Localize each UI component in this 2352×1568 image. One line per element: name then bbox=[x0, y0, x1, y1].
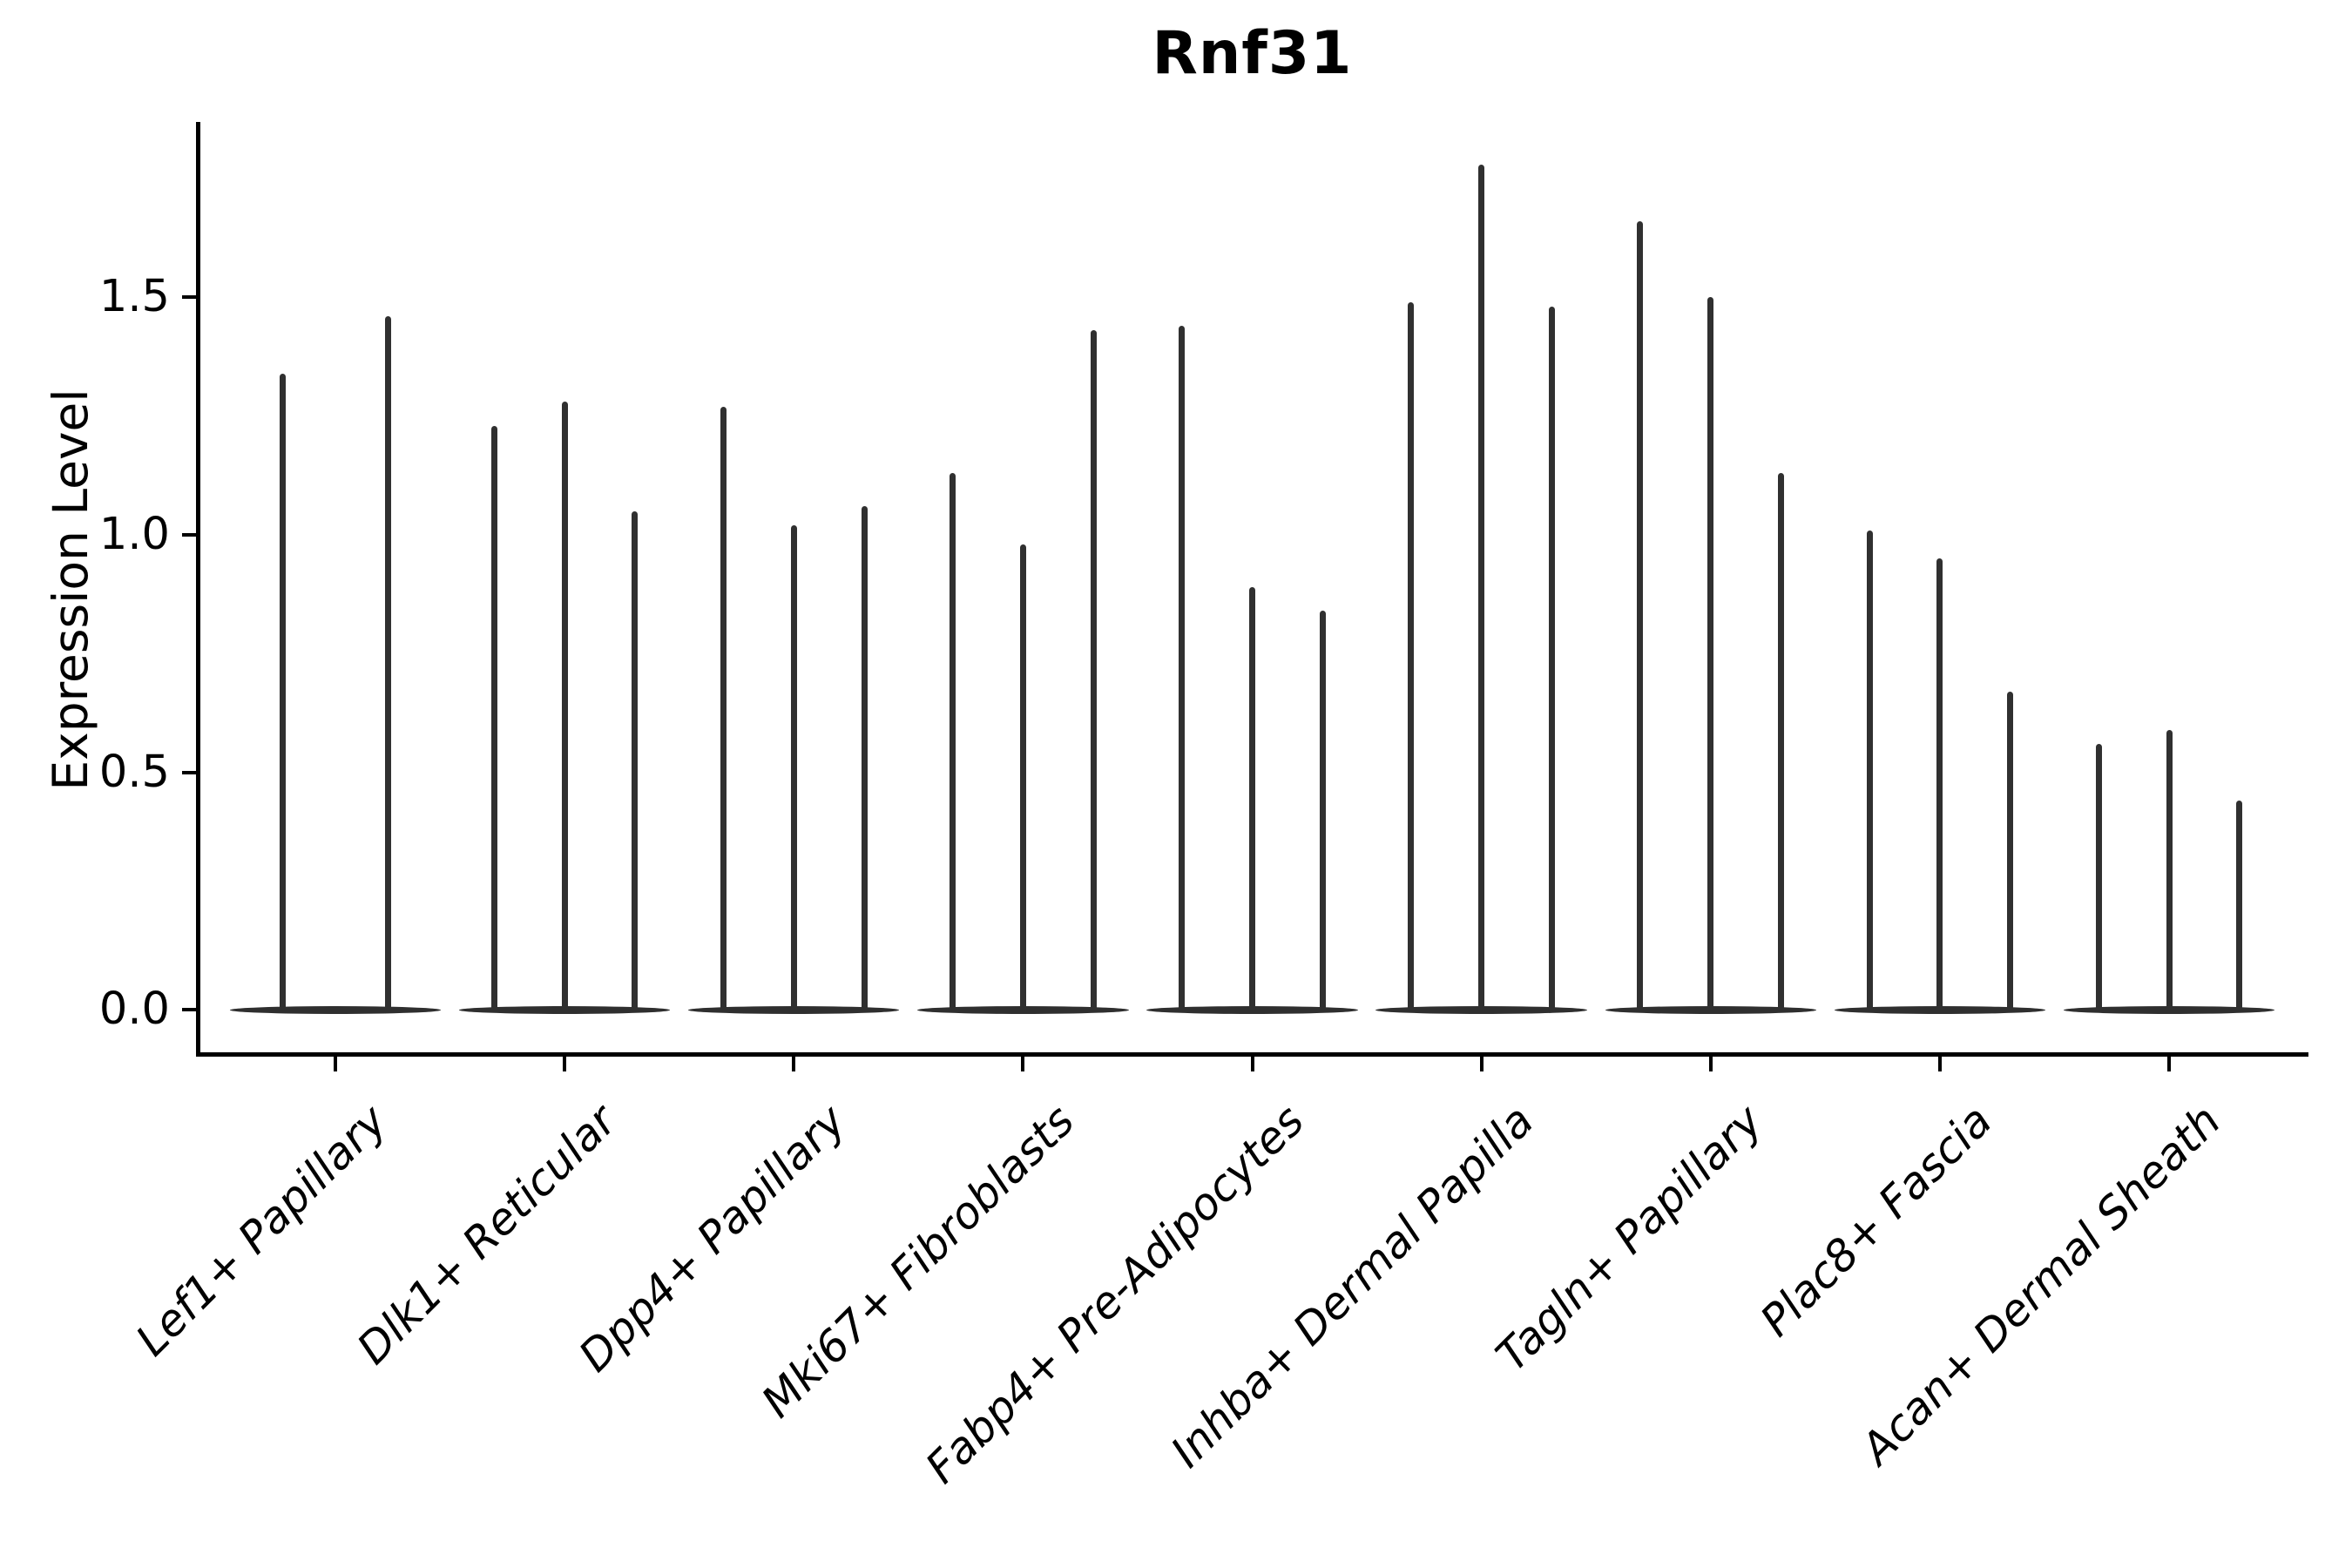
violin-base bbox=[458, 1005, 671, 1014]
violin bbox=[490, 425, 497, 1010]
violin bbox=[1179, 326, 1186, 1010]
violin-base bbox=[1834, 1005, 2046, 1014]
y-tick-mark bbox=[182, 770, 197, 774]
violin bbox=[2095, 744, 2102, 1010]
y-tick-mark bbox=[182, 533, 197, 537]
y-tick-label: 0.5 bbox=[98, 746, 170, 798]
x-tick-mark bbox=[563, 1057, 567, 1071]
y-tick-mark bbox=[182, 295, 197, 300]
violin bbox=[2007, 692, 2014, 1010]
violin-base bbox=[1146, 1005, 1358, 1014]
violin bbox=[1936, 558, 1943, 1010]
violin bbox=[1408, 301, 1415, 1010]
y-tick-mark bbox=[182, 1008, 197, 1012]
x-tick-label: Fabp4+ Pre-Adipocytes bbox=[916, 1095, 1314, 1493]
violin bbox=[1778, 473, 1785, 1010]
x-tick-label: Inhba+ Dermal Papilla bbox=[1160, 1095, 1544, 1477]
violin bbox=[1866, 530, 1873, 1010]
violin bbox=[861, 506, 868, 1010]
y-tick-label: 0.0 bbox=[98, 983, 170, 1036]
y-tick-label: 1.0 bbox=[98, 509, 170, 560]
violin bbox=[1090, 330, 1097, 1010]
x-axis-line bbox=[196, 1052, 2308, 1057]
violin-base bbox=[229, 1005, 442, 1014]
x-tick-mark bbox=[1250, 1057, 1254, 1071]
violin bbox=[1637, 221, 1644, 1010]
violin bbox=[385, 316, 392, 1010]
x-tick-mark bbox=[1708, 1057, 1713, 1071]
x-tick-label: Plac8+ Fascia bbox=[1750, 1095, 2002, 1347]
violin bbox=[561, 402, 568, 1010]
violin-base bbox=[2063, 1005, 2275, 1014]
violin-base bbox=[687, 1005, 900, 1014]
violin bbox=[1478, 164, 1485, 1010]
violin bbox=[720, 406, 727, 1010]
y-axis-line bbox=[196, 122, 200, 1057]
violin-base bbox=[1605, 1005, 1817, 1014]
violin-base bbox=[917, 1005, 1129, 1014]
violin bbox=[1549, 307, 1556, 1010]
violin bbox=[2236, 801, 2243, 1010]
violin bbox=[279, 373, 286, 1010]
x-tick-mark bbox=[1021, 1057, 1025, 1071]
violin bbox=[1319, 611, 1326, 1010]
y-tick-label: 1.5 bbox=[98, 271, 170, 323]
violin bbox=[1019, 544, 1026, 1010]
chart-title: Rnf31 bbox=[1152, 19, 1353, 88]
violin bbox=[790, 525, 797, 1010]
violin bbox=[1249, 587, 1255, 1010]
x-tick-mark bbox=[333, 1057, 337, 1071]
violin bbox=[1707, 297, 1714, 1010]
x-tick-mark bbox=[792, 1057, 796, 1071]
x-tick-mark bbox=[1479, 1057, 1484, 1071]
violin-base bbox=[1375, 1005, 1587, 1014]
x-tick-mark bbox=[1937, 1057, 1942, 1071]
violin bbox=[632, 510, 639, 1010]
violin bbox=[949, 473, 956, 1010]
violin bbox=[2166, 729, 2173, 1010]
x-tick-mark bbox=[2167, 1057, 2172, 1071]
